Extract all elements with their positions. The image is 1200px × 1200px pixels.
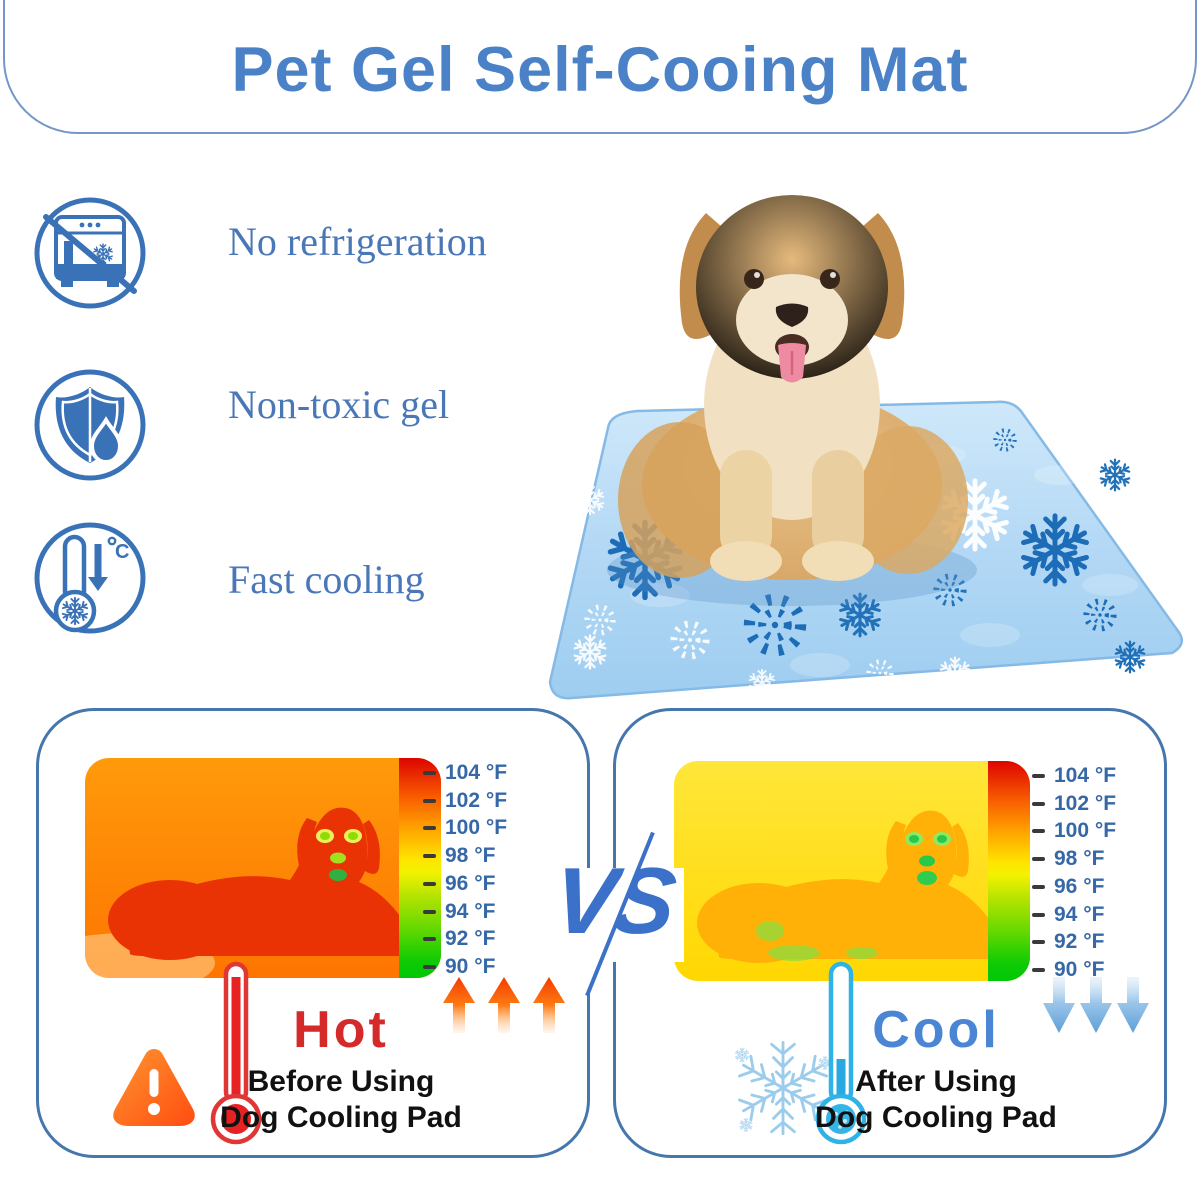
- dog-cooling-pad-line: Dog Cooling Pad: [220, 1100, 462, 1134]
- temp-scale-row: 90 °F: [1032, 957, 1105, 981]
- hot-label: Hot: [293, 1001, 389, 1059]
- puppy-on-cooling-mat-photo: [548, 195, 1184, 700]
- temp-label: 98 °F: [1054, 847, 1105, 871]
- no-refrigeration-icon: [34, 197, 146, 309]
- temp-tick: [423, 771, 436, 775]
- temp-scale-row: 92 °F: [1032, 930, 1105, 954]
- thermal-image-before: [85, 758, 441, 978]
- temp-tick: [1032, 940, 1045, 945]
- after-caption: Cool After Using Dog Cooling Pad: [786, 1003, 1086, 1136]
- temp-tick: [1032, 801, 1045, 806]
- temp-label: 94 °F: [1054, 902, 1105, 926]
- temp-label: 90 °F: [1054, 957, 1105, 981]
- after-panel: 104 °F 102 °F 100 °F 98 °F 96 °F 94 °F 92 °F 90…: [613, 708, 1167, 1158]
- temp-label: 90 °F: [445, 954, 496, 978]
- dog-cooling-pad-line: Dog Cooling Pad: [815, 1100, 1057, 1134]
- header-frame-border: [3, 0, 1197, 134]
- feature-label-non-toxic-gel: Non-toxic gel: [228, 382, 450, 427]
- feature-label-no-refrigeration: No refrigeration: [228, 219, 487, 264]
- temp-tick: [1032, 912, 1045, 917]
- before-caption: Hot Before Using Dog Cooling Pad: [191, 1003, 491, 1136]
- temp-label: 96 °F: [1054, 874, 1105, 898]
- vs-badge: VS: [540, 831, 690, 998]
- svg-text:C: C: [115, 541, 129, 563]
- temp-label: 102 °F: [445, 788, 508, 812]
- temp-label: 96 °F: [445, 871, 496, 895]
- temp-scale-row: 96 °F: [1032, 874, 1105, 898]
- temp-tick: [1032, 857, 1045, 862]
- temp-tick: [1032, 829, 1045, 834]
- heat-up-arrows: [443, 977, 565, 1033]
- cool-thermometer-icon: [815, 961, 867, 1145]
- temp-scale-row: 102 °F: [423, 788, 508, 812]
- cool-label: Cool: [872, 1001, 1000, 1059]
- temperature-gradient-bar: [988, 761, 1030, 981]
- thermometer-cold-icon: C: [34, 522, 146, 634]
- temp-label: 100 °F: [1054, 819, 1117, 843]
- temp-tick: [1032, 967, 1045, 972]
- temp-tick: [423, 964, 436, 969]
- temp-tick: [1032, 774, 1045, 778]
- after-using-line: After Using: [855, 1064, 1017, 1098]
- temp-tick: [423, 909, 436, 914]
- temp-scale-row: 102 °F: [1032, 791, 1117, 815]
- temp-scale-row: 92 °F: [423, 927, 496, 951]
- temp-scale-row: 94 °F: [423, 899, 496, 923]
- temp-label: 92 °F: [445, 927, 496, 951]
- temp-scale-row: 90 °F: [423, 954, 496, 978]
- puppy: [607, 195, 977, 606]
- temp-tick: [423, 826, 436, 831]
- temp-scale-row: 100 °F: [423, 816, 508, 840]
- temperature-gradient-bar: [399, 758, 441, 978]
- temp-scale-after: 104 °F 102 °F 100 °F 98 °F 96 °F 94 °F 92 °F 90…: [1032, 761, 1172, 981]
- before-panel: 104 °F 102 °F 100 °F 98 °F 96 °F 94 °F 92 °F 90…: [36, 708, 590, 1158]
- shield-drop-icon: [34, 369, 146, 481]
- thermal-dog-cool: [674, 761, 1030, 981]
- temp-label: 104 °F: [1054, 764, 1117, 787]
- thermal-dog-hot: [85, 758, 441, 978]
- temp-tick: [423, 937, 436, 942]
- temp-scale-row: 96 °F: [423, 871, 496, 895]
- temp-scale-row: 98 °F: [1032, 847, 1105, 871]
- thermal-image-after: [674, 761, 1030, 981]
- temp-scale-row: 98 °F: [423, 844, 496, 868]
- hot-thermometer-icon: [210, 961, 262, 1145]
- before-using-line: Before Using: [247, 1064, 435, 1098]
- temp-label: 104 °F: [445, 761, 508, 784]
- temp-label: 92 °F: [1054, 930, 1105, 954]
- feature-label-fast-cooling: Fast cooling: [228, 557, 425, 602]
- temp-scale-row: 100 °F: [1032, 819, 1117, 843]
- page-title: Pet Gel Self-Cooing Mat: [231, 35, 969, 105]
- temp-label: 98 °F: [445, 844, 496, 868]
- temp-label: 100 °F: [445, 816, 508, 840]
- temp-tick: [1032, 884, 1045, 889]
- temp-label: 102 °F: [1054, 791, 1117, 815]
- temp-scale-before: 104 °F 102 °F 100 °F 98 °F 96 °F 94 °F 92 °F 90…: [423, 758, 563, 978]
- temp-scale-row: 94 °F: [1032, 902, 1105, 926]
- warning-icon: [113, 1049, 195, 1126]
- temp-scale-row: 104 °F: [423, 761, 508, 784]
- temp-scale-row: 104 °F: [1032, 764, 1117, 787]
- temp-label: 94 °F: [445, 899, 496, 923]
- temp-tick: [423, 798, 436, 803]
- temp-tick: [423, 854, 436, 859]
- cool-down-arrows: [1043, 977, 1149, 1033]
- temp-tick: [423, 881, 436, 886]
